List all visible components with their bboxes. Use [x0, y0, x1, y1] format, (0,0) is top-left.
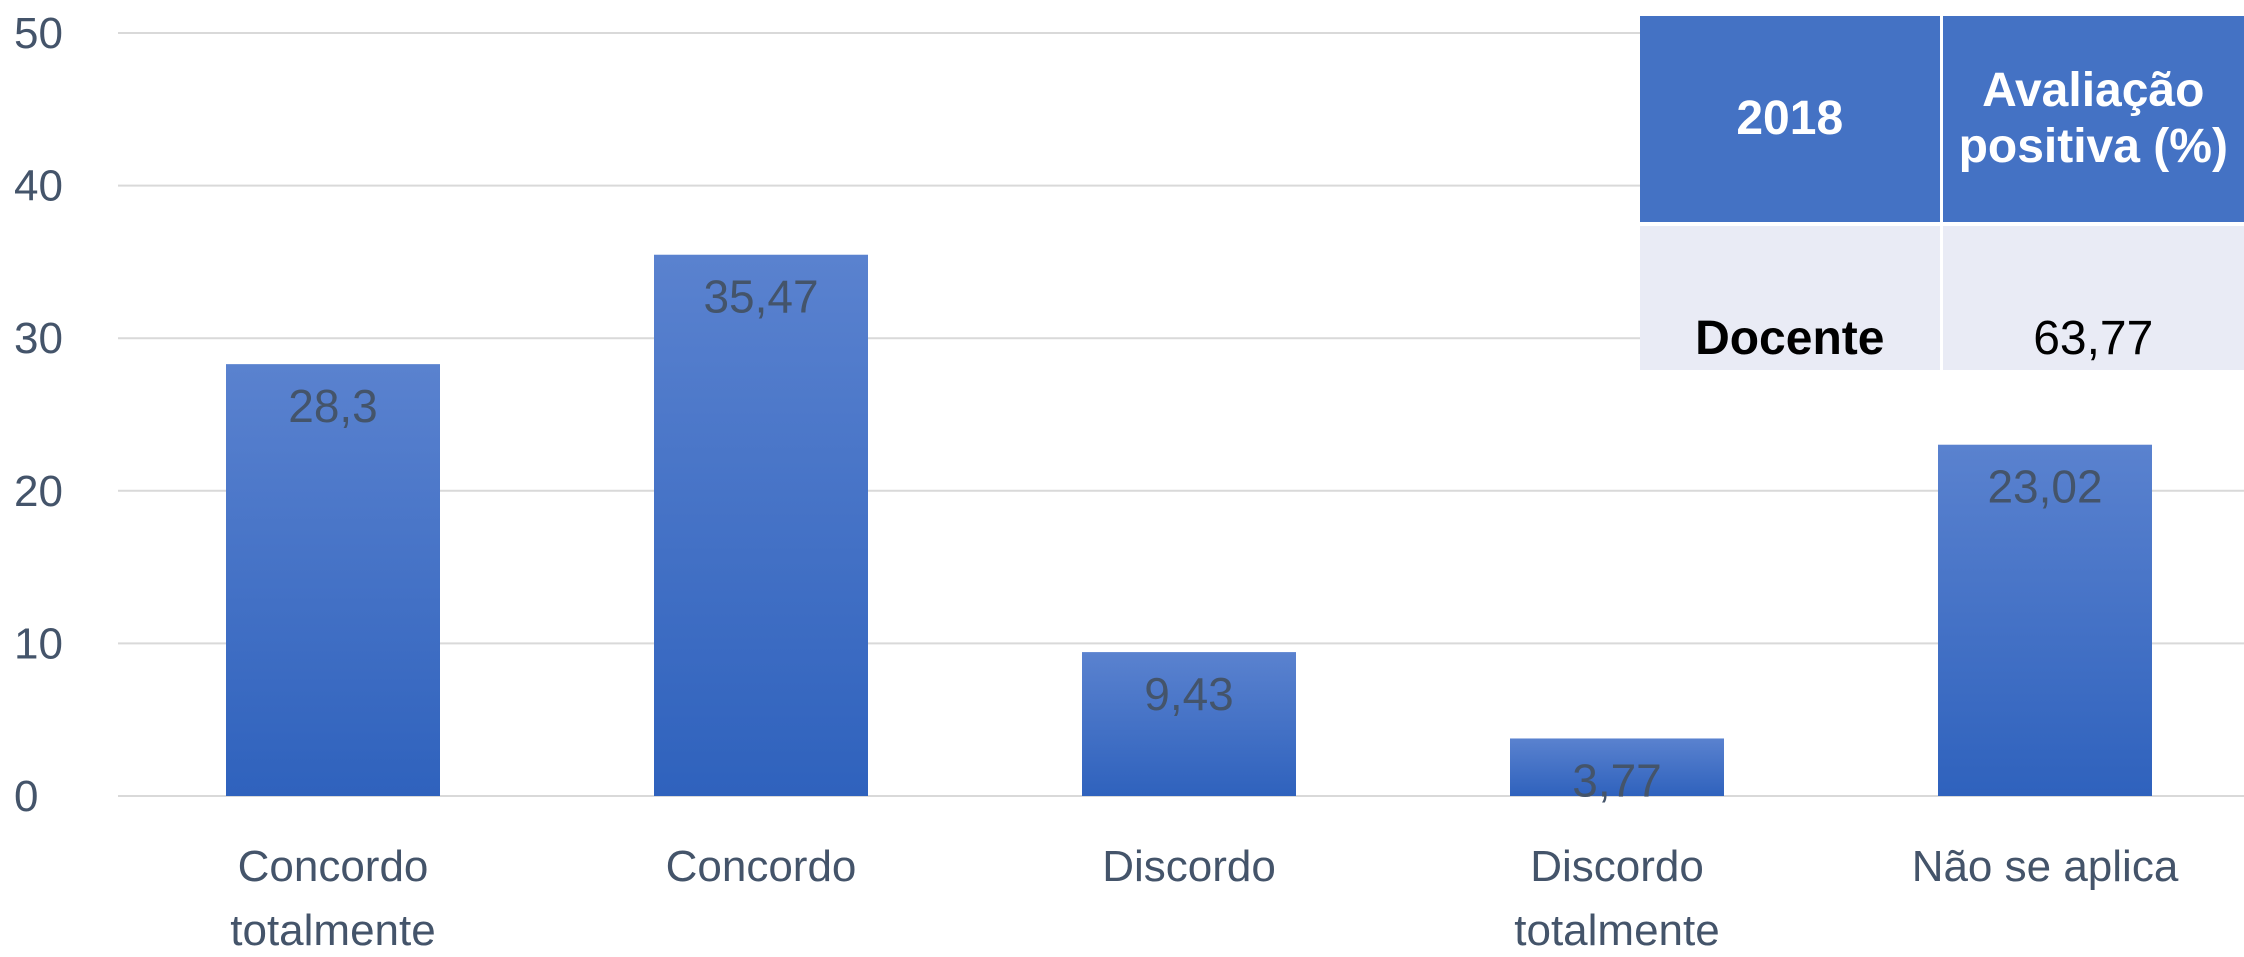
summary-data-row: Docente 63,77: [1640, 222, 2244, 370]
bar-3: [1510, 738, 1724, 796]
bar-4: [1938, 444, 2152, 796]
bar-1: [654, 254, 868, 797]
x-tick-0-line-1: totalmente: [230, 906, 435, 952]
data-label-4: 23,02: [1987, 461, 2102, 513]
summary-row-label: Docente: [1640, 222, 1943, 370]
y-tick-20: 20: [14, 467, 63, 516]
summary-header-metric: Avaliação positiva (%): [1942, 16, 2244, 222]
data-label-2: 9,43: [1144, 668, 1234, 720]
x-tick-3-line-1: totalmente: [1514, 906, 1719, 952]
summary-header-metric-line1: Avaliação: [1982, 64, 2205, 117]
x-tick-3-line-0: Discordo: [1530, 842, 1704, 891]
x-tick-1-line-0: Concordo: [666, 842, 857, 891]
x-tick-4-line-0: Não se aplica: [1912, 842, 2179, 891]
summary-header-row: 2018 Avaliação positiva (%): [1640, 16, 2244, 222]
bar-0: [226, 364, 440, 796]
bars: [226, 254, 2152, 797]
x-tick-0-line-0: Concordo: [238, 842, 429, 891]
summary-header-year-text: 2018: [1736, 92, 1844, 145]
y-tick-10: 10: [14, 619, 63, 668]
data-labels: 28,3 35,47 9,43 3,77 23,02: [288, 271, 2102, 807]
summary-header-year: 2018: [1640, 16, 1943, 222]
data-label-0: 28,3: [288, 380, 378, 432]
x-tick-2-line-0: Discordo: [1102, 842, 1276, 891]
bar-2: [1082, 652, 1296, 796]
summary-table: 2018 Avaliação positiva (%) Docente 63,7…: [1640, 16, 2244, 370]
summary-row-value: 63,77: [1942, 222, 2244, 370]
y-tick-50: 50: [14, 9, 63, 58]
data-label-3: 3,77: [1572, 754, 1662, 806]
summary-header-metric-line2: positiva (%): [1958, 120, 2228, 173]
x-axis-ticks: Concordo totalmente Concordo Discordo Discor…: [230, 842, 2179, 955]
y-tick-40: 40: [14, 162, 63, 211]
gridlines: [118, 32, 2244, 797]
y-tick-0: 0: [14, 772, 38, 821]
y-tick-30: 30: [14, 314, 63, 363]
y-axis-ticks: 0 10 20 30 40 50: [14, 9, 63, 821]
data-label-1: 35,47: [703, 271, 818, 323]
